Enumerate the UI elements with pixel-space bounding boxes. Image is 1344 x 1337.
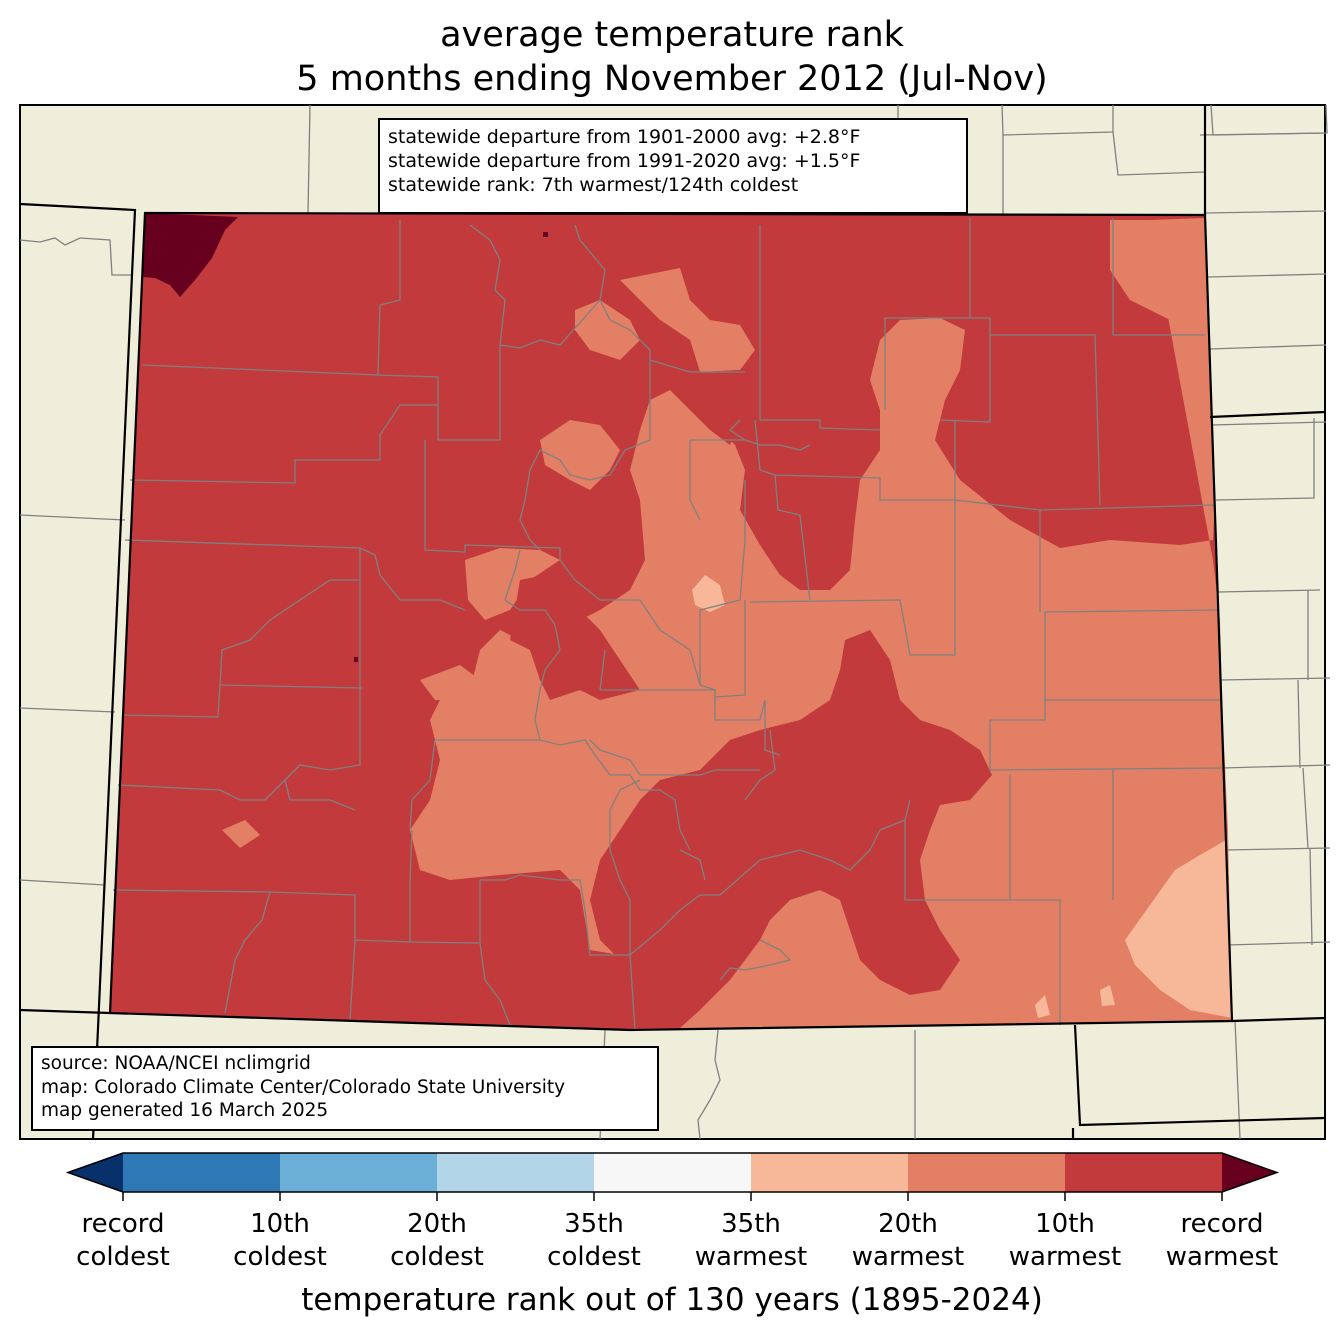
colorbar-tick-label-7: record warmest (1142, 1208, 1302, 1274)
tick-label-line2: coldest (76, 1242, 170, 1272)
colorbar-segment-4 (751, 1153, 909, 1192)
tick-label-line2: coldest (547, 1242, 641, 1272)
colorbar-segment-5 (908, 1153, 1066, 1192)
colorbar-tick-label-4: 35th warmest (671, 1208, 831, 1274)
neighbor-county-lines (19, 104, 1331, 1140)
tick-label-line1: 10th (1035, 1209, 1095, 1239)
warm-20th-zones (222, 218, 1232, 1028)
stats-line-1: statewide departure from 1901-2000 avg: … (388, 126, 861, 148)
map-title-line2: 5 months ending November 2012 (Jul-Nov) (296, 59, 1048, 99)
warm-35th-zones (692, 575, 1232, 1018)
tick-label-line2: warmest (851, 1242, 965, 1272)
tick-label-line1: record (1180, 1209, 1264, 1239)
warm-10th-islands (510, 320, 992, 1010)
source-line-1: source: NOAA/NCEI nclimgrid (41, 1053, 311, 1074)
map-title-line1: average temperature rank (440, 15, 904, 55)
record-warmest-zone (143, 213, 238, 297)
tick-label-line2: warmest (694, 1242, 808, 1272)
colorbar-extend-low (68, 1153, 123, 1192)
colorbar-tick-label-5: 20th warmest (828, 1208, 988, 1274)
colorbar-tick-label-1: 10th coldest (200, 1208, 360, 1274)
tick-label-line1: 35th (564, 1209, 624, 1239)
tick-label-line1: 35th (721, 1209, 781, 1239)
colorado-county-lines (112, 218, 1226, 1031)
tick-label-line1: 10th (250, 1209, 310, 1239)
tick-label-line2: warmest (1165, 1242, 1279, 1272)
tick-label-line2: coldest (233, 1242, 327, 1272)
colorbar-tick-label-6: 10th warmest (985, 1208, 1145, 1274)
colorbar-segment-6 (1065, 1153, 1223, 1192)
colorado-rank-map (19, 104, 1331, 1140)
tick-label-line1: 20th (878, 1209, 938, 1239)
colorbar-extend-high (1222, 1153, 1277, 1192)
stats-line-2: statewide departure from 1991-2020 avg: … (388, 150, 861, 172)
tick-label-line1: 20th (407, 1209, 467, 1239)
colorbar-segment-2 (437, 1153, 595, 1192)
source-box: source: NOAA/NCEI nclimgrid map: Colorad… (31, 1046, 659, 1131)
stats-line-3: statewide rank: 7th warmest/124th coldes… (388, 174, 799, 196)
source-line-3: map generated 16 March 2025 (41, 1100, 329, 1121)
colorbar-segment-3 (594, 1153, 752, 1192)
colorbar-tick-label-0: record coldest (43, 1208, 203, 1274)
colorbar-tick-label-2: 20th coldest (357, 1208, 517, 1274)
colorbar-outline (65, 1152, 1280, 1193)
colorbar-tick-label-3: 35th coldest (514, 1208, 674, 1274)
tick-label-line1: record (81, 1209, 165, 1239)
state-borders (19, 105, 1326, 1140)
colorbar-segment-1 (280, 1153, 438, 1192)
statewide-stats-box: statewide departure from 1901-2000 avg: … (378, 118, 968, 214)
colorbar-segment-0 (123, 1153, 281, 1192)
tick-label-line2: coldest (390, 1242, 484, 1272)
colorbar-title: temperature rank out of 130 years (1895-… (301, 1282, 1043, 1318)
source-line-2: map: Colorado Climate Center/Colorado St… (41, 1076, 566, 1098)
tick-label-line2: warmest (1008, 1242, 1122, 1272)
